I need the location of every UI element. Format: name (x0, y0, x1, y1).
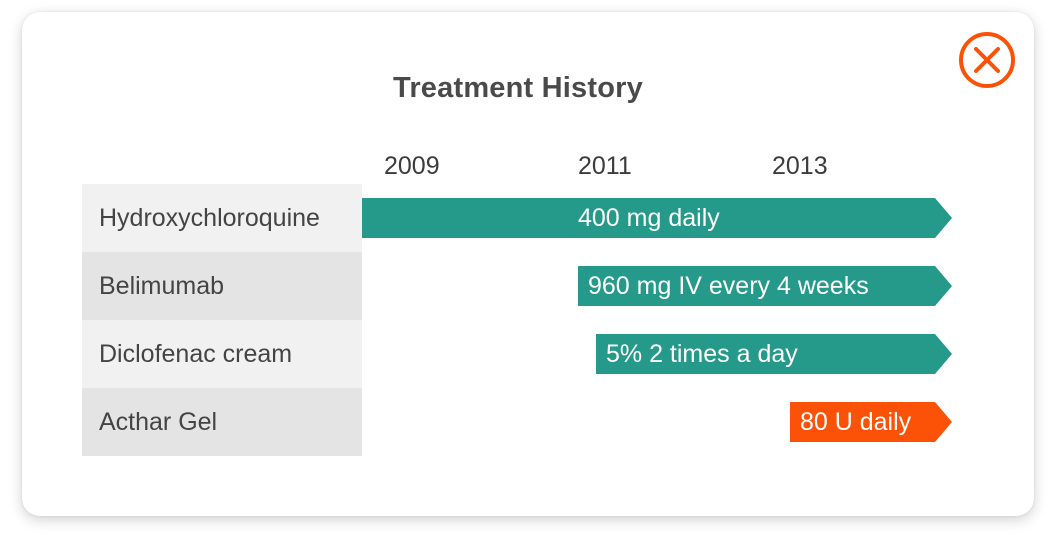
dialog-title: Treatment History (393, 72, 643, 104)
year-label: 2011 (578, 152, 632, 180)
year-label: 2013 (772, 152, 828, 180)
drug-label: Acthar Gel (82, 388, 362, 456)
treatment-bar: 400 mg daily (362, 198, 952, 238)
drug-label: Hydroxychloroquine (82, 184, 362, 252)
close-circle-icon (959, 32, 1015, 88)
drug-label: Diclofenac cream (82, 320, 362, 388)
treatment-bar: 80 U daily (790, 402, 952, 442)
treatment-bar: 5% 2 times a day (596, 334, 952, 374)
year-label: 2009 (384, 152, 440, 180)
drug-label: Belimumab (82, 252, 362, 320)
close-button[interactable] (958, 31, 1016, 89)
treatment-bar: 960 mg IV every 4 weeks (578, 266, 952, 306)
